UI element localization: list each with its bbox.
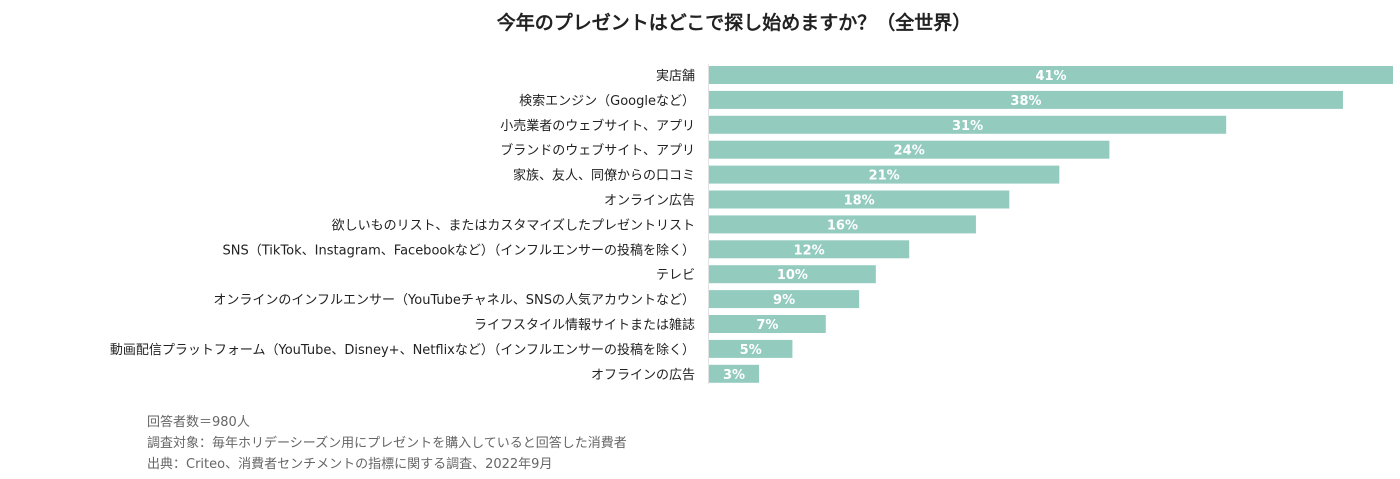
footnotes: 回答者数＝980人 調査対象：毎年ホリデーシーズン用にプレゼントを購入していると… (147, 414, 627, 472)
category-label: オフラインの広告 (591, 368, 695, 383)
bar (709, 165, 1060, 184)
bar (709, 190, 1010, 209)
category-label: テレビ (656, 268, 695, 283)
category-label: SNS（TikTok、Instagram、Facebookなど）（インフルエンサ… (223, 242, 695, 258)
bar (709, 339, 793, 358)
footnote-source: 出典：Criteo、消費者センチメントの指標に関する調査、2022年9月 (147, 457, 552, 472)
bar (709, 240, 910, 259)
footnote-respondents: 回答者数＝980人 (147, 414, 250, 430)
bar (709, 265, 876, 284)
value-label: 12% (794, 243, 825, 258)
value-label: 9% (773, 293, 795, 308)
value-label: 5% (740, 343, 762, 358)
bar (709, 290, 860, 309)
bars-group: 実店舗 41% 検索エンジン（Googleなど） 38% 小売業者のウェブサイト、アプリ… (110, 66, 1393, 383)
category-label: 家族、友人、同僚からの口コミ (513, 168, 695, 184)
category-label: オンライン広告 (604, 194, 695, 209)
category-label: 実店舗 (656, 68, 695, 84)
value-label: 16% (827, 218, 858, 233)
category-label: 動画配信プラットフォーム（YouTube、Disney+、Netflixなど）（… (110, 342, 695, 358)
value-label: 10% (777, 268, 808, 283)
value-label: 41% (1035, 69, 1066, 84)
category-label: オンラインのインフルエンサー（YouTubeチャネル、SNSの人気アカウントなど… (213, 292, 695, 308)
value-label: 24% (894, 144, 925, 159)
bar (709, 90, 1343, 109)
category-label: 小売業者のウェブサイト、アプリ (500, 118, 695, 134)
value-label: 31% (952, 119, 983, 134)
bar (709, 215, 976, 234)
bar (709, 115, 1227, 134)
bar (709, 140, 1110, 159)
category-label: 検索エンジン（Googleなど） (519, 94, 695, 109)
bar (709, 364, 760, 383)
value-label: 7% (756, 318, 778, 333)
category-label: ブランドのウェブサイト、アプリ (500, 143, 695, 159)
value-label: 18% (844, 194, 875, 209)
value-label: 21% (869, 169, 900, 184)
category-label: 欲しいものリスト、またはカスタマイズしたプレゼントリスト (332, 217, 695, 233)
footnote-target: 調査対象：毎年ホリデーシーズン用にプレゼントを購入していると回答した消費者 (147, 435, 627, 451)
bar (709, 66, 1393, 84)
value-label: 3% (723, 368, 745, 383)
chart-title: 今年のプレゼントはどこで探し始めますか？（全世界） (496, 11, 971, 34)
category-label: ライフスタイル情報サイトまたは雑誌 (474, 317, 695, 333)
bar (709, 315, 826, 333)
value-label: 38% (1010, 94, 1041, 109)
